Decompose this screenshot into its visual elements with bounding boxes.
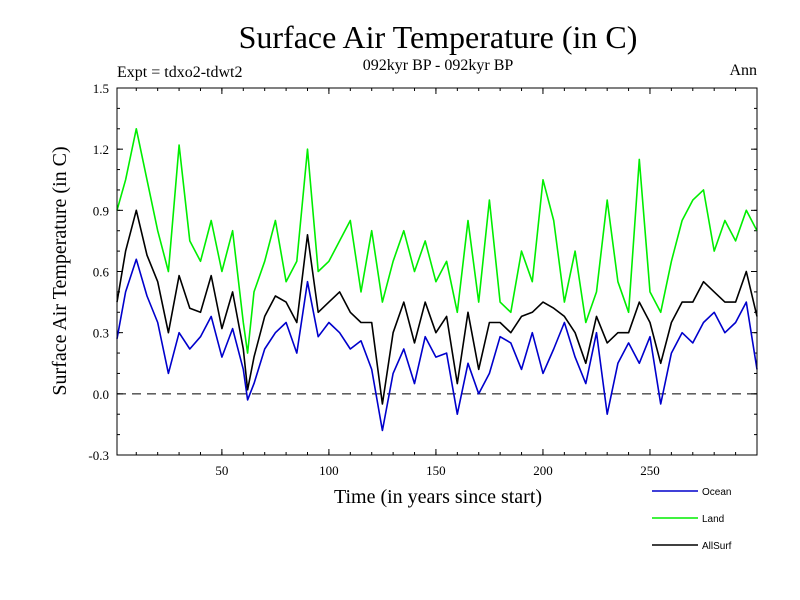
plot-area: -0.3 0.0 0.3 0.6 0.9 1.2 1.5 50 100 150 200 250 [88,81,758,478]
legend: Ocean Land AllSurf [652,487,732,552]
experiment-label: Expt = tdxo2-tdwt2 [117,64,242,81]
plot-frame [116,87,758,456]
x-tick-label: 100 [319,463,339,478]
legend-label-ocean: Ocean [702,487,731,498]
y-tick-label: 0.6 [93,265,110,280]
y-tick-label: 1.5 [93,81,109,96]
chart-title: Surface Air Temperature (in C) [239,19,638,55]
x-tick-label: 200 [533,463,553,478]
y-axis-label: Surface Air Temperature (in C) [49,146,71,395]
x-tick-label: 250 [640,463,660,478]
y-tick-label: 0.3 [93,326,109,341]
y-tick-label: 0.9 [93,203,109,218]
x-axis-label: Time (in years since start) [334,486,542,508]
series-line-land [116,128,758,354]
chart-subtitle: 092kyr BP - 092kyr BP [363,57,514,74]
series-line-ocean [116,258,758,432]
season-label: Ann [729,62,757,79]
y-tick-label: -0.3 [88,448,109,463]
legend-label-land: Land [702,514,724,525]
y-tick-label: 1.2 [93,142,109,157]
legend-label-allsurf: AllSurf [702,541,732,552]
series-line-allsurf [116,209,758,405]
y-tick-label: 0.0 [93,387,109,402]
x-tick-label: 50 [215,463,228,478]
x-tick-label: 150 [426,463,446,478]
